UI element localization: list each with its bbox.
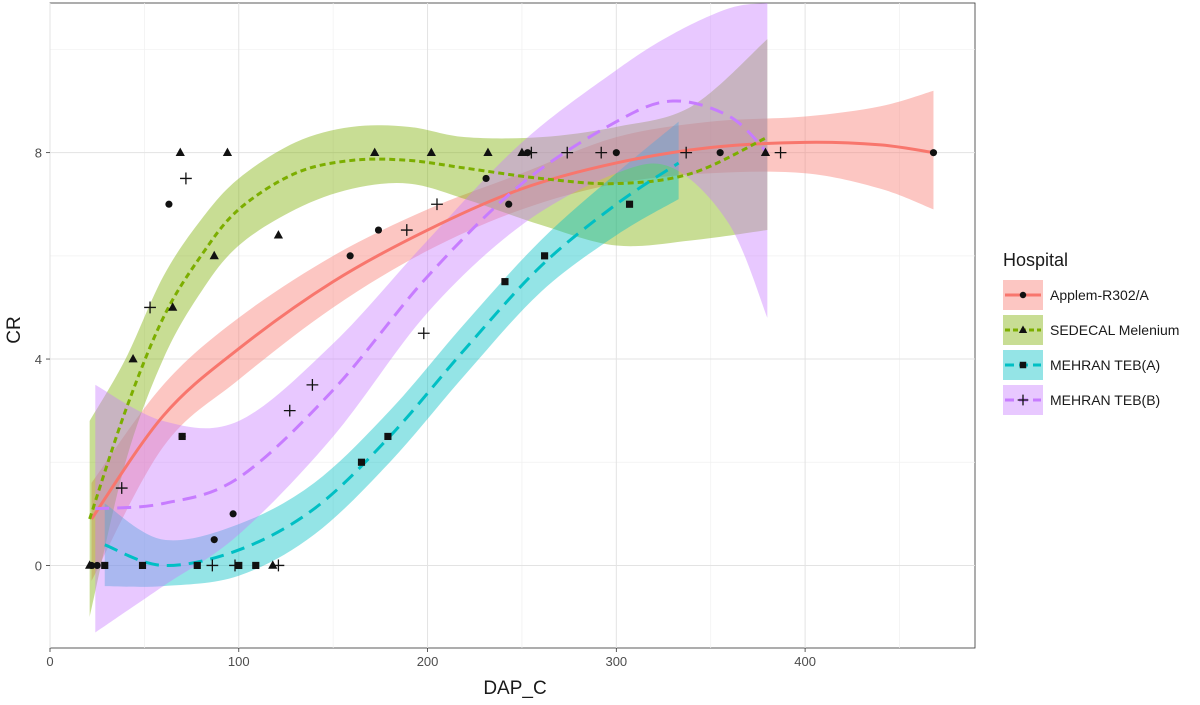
data-point bbox=[483, 147, 493, 156]
panel-border bbox=[49, 2, 976, 649]
confidence-band bbox=[104, 121, 679, 587]
data-point bbox=[178, 432, 186, 441]
data-point bbox=[165, 200, 173, 208]
data-point bbox=[400, 224, 413, 236]
data-point bbox=[517, 147, 527, 156]
data-points bbox=[85, 146, 938, 572]
data-point bbox=[229, 559, 241, 572]
legend-label: SEDECAL Melenium bbox=[1050, 322, 1179, 338]
data-point bbox=[180, 172, 192, 185]
legend-label: Applem-R302/A bbox=[1050, 287, 1149, 303]
data-point bbox=[595, 146, 608, 159]
fit-line bbox=[104, 161, 680, 567]
data-point bbox=[370, 147, 380, 156]
data-point bbox=[85, 560, 95, 569]
data-point bbox=[501, 278, 509, 286]
x-tick-label: 200 bbox=[417, 654, 439, 669]
y-axis-ticks: 0 4 8 bbox=[35, 146, 50, 573]
data-point bbox=[612, 149, 620, 157]
fit-line bbox=[90, 140, 934, 520]
y-tick-label: 8 bbox=[35, 146, 42, 161]
data-point bbox=[168, 302, 178, 311]
legend-title: Hospital bbox=[1003, 250, 1068, 270]
x-axis-label: DAP_C bbox=[483, 678, 546, 699]
confidence-band bbox=[95, 3, 768, 633]
legend-item: MEHRAN TEB(B) bbox=[1003, 385, 1160, 415]
legend-marker bbox=[1018, 325, 1028, 334]
data-point bbox=[222, 147, 233, 156]
x-tick-label: 100 bbox=[228, 654, 250, 669]
confidence-band bbox=[91, 90, 934, 581]
y-axis-label: CR bbox=[4, 316, 25, 343]
data-point bbox=[357, 458, 366, 466]
data-point bbox=[306, 378, 319, 391]
data-point bbox=[144, 301, 156, 314]
y-tick-label: 0 bbox=[35, 558, 42, 573]
x-tick-label: 400 bbox=[794, 654, 816, 669]
plot-panel bbox=[49, 2, 976, 649]
legend-item: MEHRAN TEB(A) bbox=[1003, 350, 1160, 380]
data-point bbox=[283, 404, 296, 417]
data-point bbox=[252, 561, 260, 570]
data-point bbox=[273, 230, 284, 239]
data-point bbox=[716, 149, 724, 157]
legend-item: Applem-R302/A bbox=[1003, 280, 1149, 310]
data-point bbox=[193, 561, 201, 570]
legend-marker bbox=[1019, 361, 1027, 369]
legend-marker bbox=[1019, 291, 1027, 299]
data-point bbox=[374, 226, 383, 234]
data-point bbox=[101, 561, 109, 570]
legend: Hospital Applem-R302/A SEDECAL Melenium ME… bbox=[1003, 250, 1179, 415]
data-point bbox=[93, 561, 101, 570]
data-point bbox=[209, 250, 219, 260]
data-point bbox=[138, 561, 147, 570]
data-point bbox=[774, 146, 787, 159]
legend-marker bbox=[1017, 394, 1029, 406]
data-point bbox=[482, 174, 490, 183]
gridlines bbox=[49, 3, 975, 648]
x-axis-ticks: 0 100 200 300 400 bbox=[46, 648, 816, 669]
y-tick-label: 4 bbox=[35, 352, 42, 367]
legend-label: MEHRAN TEB(A) bbox=[1050, 357, 1160, 373]
fit-line bbox=[88, 135, 768, 520]
data-point bbox=[929, 149, 938, 157]
x-tick-label: 300 bbox=[605, 654, 627, 669]
x-tick-label: 0 bbox=[46, 654, 53, 669]
data-point bbox=[541, 252, 549, 260]
data-point bbox=[417, 327, 430, 340]
data-point bbox=[115, 482, 128, 494]
legend-label: MEHRAN TEB(B) bbox=[1050, 392, 1160, 408]
legend-item: SEDECAL Melenium bbox=[1003, 315, 1179, 345]
data-point bbox=[505, 200, 513, 208]
data-point bbox=[625, 200, 634, 208]
data-point bbox=[760, 147, 771, 156]
data-point bbox=[272, 559, 285, 572]
data-point bbox=[268, 560, 278, 569]
data-point bbox=[206, 559, 219, 572]
data-point bbox=[175, 147, 185, 156]
data-point bbox=[431, 198, 443, 211]
data-point bbox=[561, 146, 574, 159]
data-point bbox=[346, 252, 354, 260]
data-point bbox=[210, 536, 218, 544]
data-point bbox=[525, 146, 538, 159]
fit-line bbox=[95, 99, 769, 511]
data-point bbox=[384, 432, 392, 441]
data-point bbox=[426, 147, 436, 156]
fit-lines bbox=[88, 99, 934, 567]
data-point bbox=[128, 354, 138, 363]
data-point bbox=[229, 510, 237, 518]
data-point bbox=[680, 146, 693, 159]
